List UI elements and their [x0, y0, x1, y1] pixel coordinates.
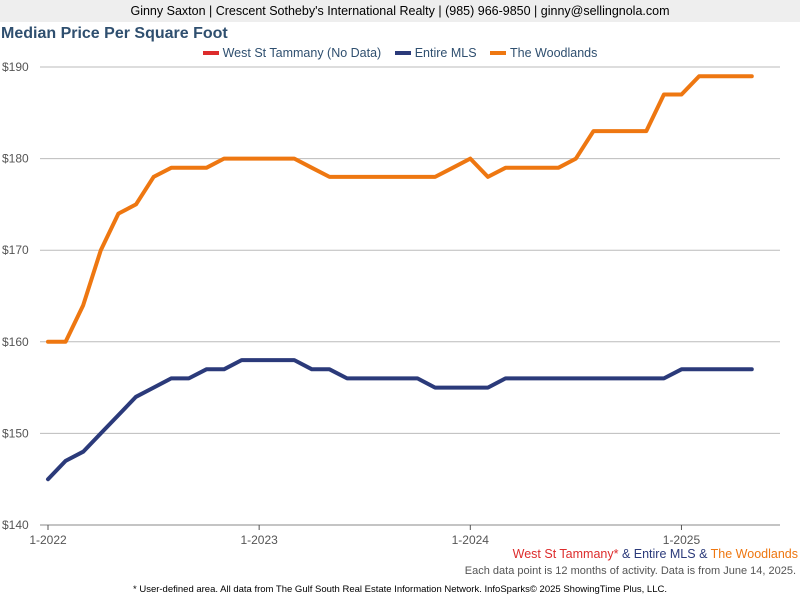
footer-legend-west-st-tammany: West St Tammany* — [512, 547, 619, 561]
header-bar: Ginny Saxton | Crescent Sotheby's Intern… — [0, 0, 800, 22]
x-tick-label: 1-2023 — [240, 533, 278, 547]
footer-legend-the-woodlands: The Woodlands — [710, 547, 798, 561]
x-tick-label: 1-2025 — [663, 533, 701, 547]
legend-label-entire-mls: Entire MLS — [414, 46, 477, 60]
footnote: * User-defined area. All data from The G… — [133, 584, 667, 595]
legend: West St Tammany (No Data) Entire MLS The… — [0, 46, 800, 60]
legend-swatch-entire-mls — [394, 50, 411, 55]
legend-swatch-west-st-tammany — [202, 50, 219, 55]
x-tick-label: 1-2024 — [452, 533, 490, 547]
y-tick-label: $190 — [2, 60, 29, 74]
y-tick-label: $180 — [2, 152, 29, 166]
legend-item-west-st-tammany[interactable]: West St Tammany (No Data) — [202, 46, 382, 60]
legend-label-west-st-tammany: West St Tammany (No Data) — [222, 46, 382, 60]
y-tick-label: $140 — [2, 518, 29, 532]
y-tick-label: $160 — [2, 335, 29, 349]
footer-legend-entire-mls: Entire MLS — [633, 547, 696, 561]
legend-label-the-woodlands: The Woodlands — [510, 46, 598, 60]
series-line-the-woodlands — [46, 74, 754, 344]
data-note: Each data point is 12 months of activity… — [464, 565, 796, 577]
series-line-entire-mls — [46, 358, 754, 482]
x-tick-label: 1-2022 — [29, 533, 67, 547]
y-tick-label: $150 — [2, 426, 29, 440]
chart-title: Median Price Per Square Foot — [1, 25, 228, 42]
footer-legend: West St Tammany* & Entire MLS & The Wood… — [513, 547, 798, 561]
footer-legend-separator: & — [618, 547, 634, 561]
legend-swatch-the-woodlands — [490, 50, 507, 55]
y-tick-label: $170 — [2, 243, 29, 257]
legend-item-the-woodlands[interactable]: The Woodlands — [490, 46, 597, 60]
footer-legend-separator: & — [695, 547, 711, 561]
legend-item-entire-mls[interactable]: Entire MLS — [394, 46, 477, 60]
